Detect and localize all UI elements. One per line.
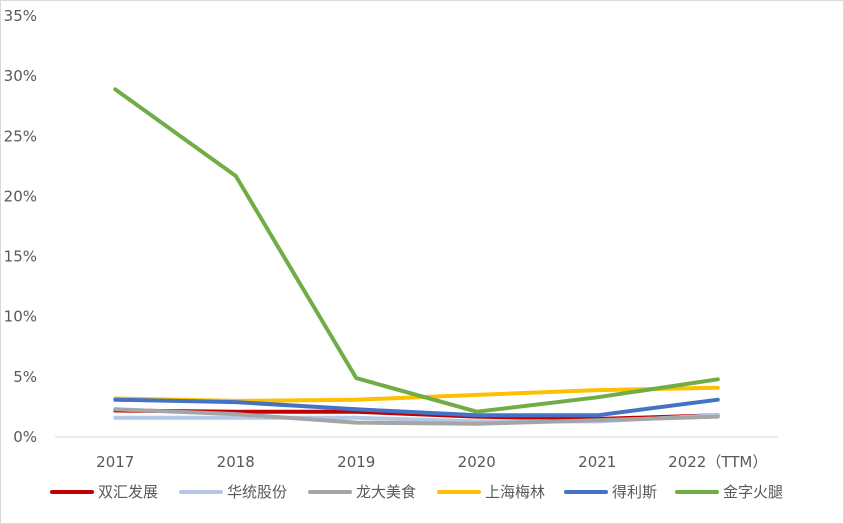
- y-tick-label: 30%: [4, 67, 37, 85]
- x-tick-label: 2022（TTM）: [668, 453, 767, 471]
- legend-label: 得利斯: [612, 483, 657, 501]
- legend-label: 龙大美食: [356, 483, 416, 501]
- series-line: [113, 87, 720, 414]
- x-tick-label: 2021: [578, 453, 616, 471]
- series-line: [113, 397, 720, 418]
- x-axis: 2017 2018 2019 2020 2021 2022（TTM）: [55, 436, 778, 471]
- series-lines: [113, 87, 720, 426]
- y-tick-label: 35%: [4, 7, 37, 25]
- y-tick-label: 25%: [4, 127, 37, 145]
- legend: 双汇发展 华统股份 龙大美食 上海梅林 得利斯 金字火腿: [50, 483, 783, 501]
- x-tick-label: 2019: [337, 453, 375, 471]
- x-tick-label: 2017: [96, 453, 134, 471]
- y-axis: 0% 5% 10% 15% 20% 25% 30% 35%: [4, 7, 37, 446]
- legend-label: 双汇发展: [98, 483, 158, 501]
- series-line: [113, 407, 720, 426]
- y-tick-label: 0%: [13, 428, 37, 446]
- y-tick-label: 10%: [4, 308, 37, 326]
- x-tick-label: 2020: [458, 453, 496, 471]
- y-tick-label: 5%: [13, 368, 37, 386]
- y-tick-label: 15%: [4, 248, 37, 266]
- legend-label: 上海梅林: [485, 483, 545, 501]
- y-tick-label: 20%: [4, 187, 37, 205]
- legend-label: 华统股份: [227, 483, 287, 501]
- x-tick-label: 2018: [217, 453, 255, 471]
- legend-label: 金字火腿: [723, 483, 783, 501]
